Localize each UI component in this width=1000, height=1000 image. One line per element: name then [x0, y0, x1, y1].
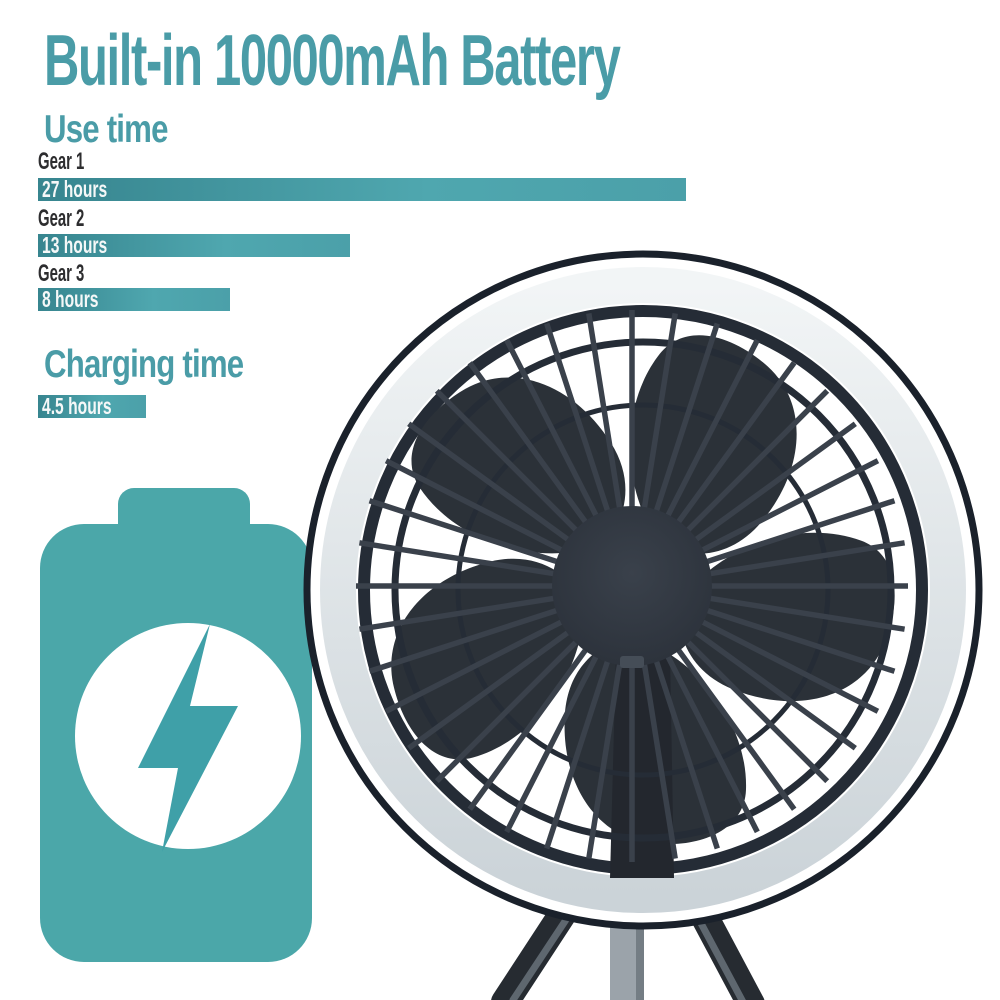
bar-category-text: Gear 1	[38, 148, 85, 175]
fan-grille-spoke	[705, 498, 896, 565]
fan-grille-spoke	[434, 388, 579, 533]
charging-time-heading: Charging time	[44, 345, 293, 384]
fan-grille-ring-outer	[391, 338, 895, 842]
fan-grille-spoke	[653, 659, 720, 850]
fan-grille-spoke	[467, 361, 589, 525]
fan-grille-spoke	[641, 662, 678, 860]
charging-time-heading-text: Charging time	[44, 343, 244, 386]
fan-grille-spoke	[675, 647, 797, 811]
fan-grille-spoke	[407, 629, 571, 751]
fan-grille-spoke	[467, 647, 589, 811]
fan-grille-ring-inner	[455, 402, 831, 778]
charging-bar: 4.5 hours	[38, 395, 146, 418]
fan-grille-spoke	[544, 659, 611, 850]
fan-grille-spoke	[504, 338, 600, 518]
fan-grille-spoke	[504, 654, 600, 834]
fan-grille-spoke	[664, 654, 760, 834]
fan-grille-spoke	[675, 361, 797, 525]
use-time-heading: Use time	[44, 110, 199, 149]
fan-grille-spoke	[708, 595, 906, 632]
fan-grille-spoke	[368, 498, 559, 565]
usage-bar-gear3: 8 hours	[38, 288, 230, 311]
fan-grille-spoke	[368, 607, 559, 674]
tripod-center-pole-shade	[636, 905, 644, 1000]
fan-grille-spoke	[693, 421, 857, 543]
fan-grille-spoke	[708, 540, 906, 577]
fan-grille-spoke	[544, 322, 611, 513]
bar-value-text: 4.5 hours	[42, 393, 112, 419]
use-time-heading-text: Use time	[44, 108, 168, 151]
fan-grille-spoke	[384, 618, 564, 714]
fan-motor-column	[610, 653, 674, 878]
fan-grille-spoke	[705, 607, 896, 674]
fan-grille-spoke	[358, 595, 556, 632]
bar-category-label: Gear 3	[38, 262, 113, 286]
tripod-fan-photo	[303, 250, 983, 1000]
fan-grille-spoke	[358, 540, 556, 577]
fan-outer-edge	[303, 250, 983, 930]
battery-charging-icon	[40, 488, 312, 962]
fan-grille-spoke	[653, 322, 720, 513]
fan-grille-spoke	[407, 421, 571, 543]
fan-ring-light	[320, 267, 966, 913]
bar-category-text: Gear 2	[38, 205, 85, 232]
fan-grille-spoke	[384, 458, 564, 554]
fan-grille-spokes	[356, 310, 908, 862]
fan-grille-spoke	[664, 338, 760, 518]
page-title-text: Built-in 10000mAh Battery	[44, 21, 621, 101]
fan-grille-spoke	[586, 312, 623, 510]
fan-grille-spoke	[641, 312, 678, 510]
fan-grille-spoke	[685, 639, 830, 784]
bar-category-label: Gear 1	[38, 150, 113, 174]
bar-category-text: Gear 3	[38, 260, 85, 287]
lightning-bolt-icon	[138, 624, 238, 852]
fan-grille-spoke	[700, 618, 880, 714]
usage-bar-gear1: 27 hours	[38, 178, 686, 201]
bar-value-text: 27 hours	[42, 176, 108, 202]
bar-value-text: 8 hours	[42, 286, 99, 312]
fan-grille-spoke	[685, 388, 830, 533]
bar-category-label: Gear 2	[38, 207, 113, 231]
fan-grille-spoke	[693, 629, 857, 751]
fan-grille-spoke	[586, 662, 623, 860]
usage-bar-gear2: 13 hours	[38, 234, 350, 257]
fan-hub-notch	[620, 656, 644, 668]
page-title: Built-in 10000mAh Battery	[44, 25, 890, 97]
fan-grille-spoke	[434, 639, 579, 784]
bar-value-text: 13 hours	[42, 232, 108, 258]
fan-grille-spoke	[700, 458, 880, 554]
fan-hub	[552, 506, 712, 666]
